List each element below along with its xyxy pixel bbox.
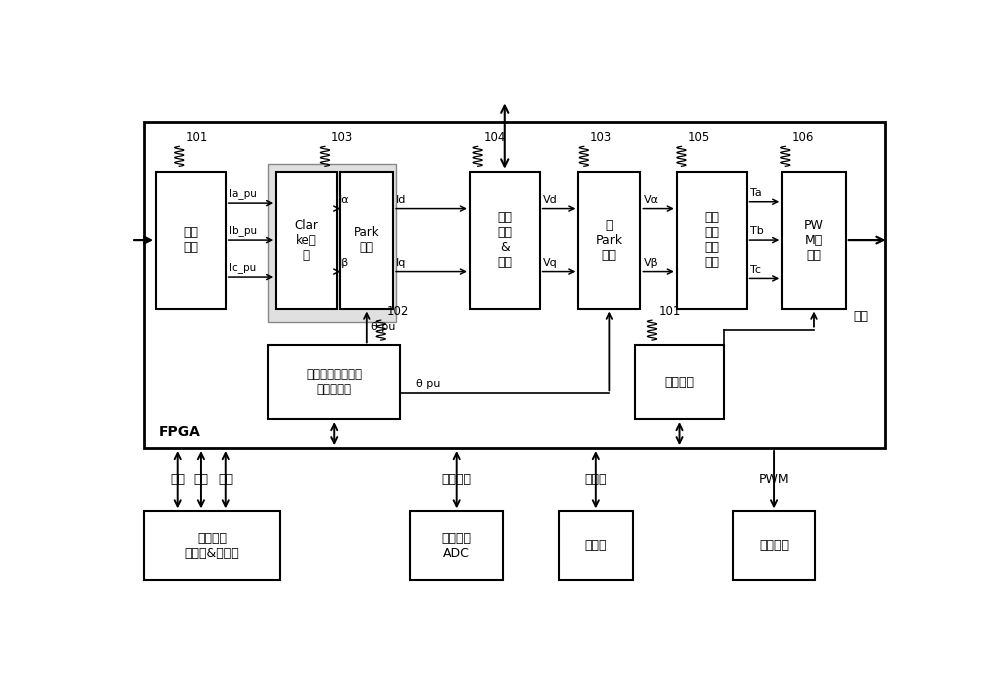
Bar [733,512,815,580]
Text: 103: 103 [590,131,612,144]
Text: 采样电流: 采样电流 [442,473,472,486]
Bar [268,163,396,321]
Text: FPGA: FPGA [158,425,200,438]
Text: 电流
采样: 电流 采样 [183,226,198,254]
Text: θ pu: θ pu [371,322,396,332]
Text: Ta: Ta [750,188,761,198]
Bar [268,345,400,419]
Text: Park
变换: Park 变换 [354,226,380,254]
Bar [677,172,747,308]
Text: Ic_pu: Ic_pu [229,263,256,274]
Text: Vα: Vα [643,195,658,205]
Bar [635,345,724,419]
Text: Clar
ke变
换: Clar ke变 换 [294,219,318,261]
Text: Ib_pu: Ib_pu [229,226,257,237]
Bar [340,172,393,308]
Text: Iα: Iα [339,195,350,205]
Text: Vd: Vd [543,195,557,205]
Text: 104: 104 [484,131,506,144]
Text: Iβ: Iβ [339,258,349,268]
Text: 105: 105 [688,131,710,144]
Bar [156,172,226,308]
Text: 102: 102 [387,305,409,318]
Text: 参数: 参数 [218,473,233,486]
Text: Ia_pu: Ia_pu [229,189,257,200]
Bar [276,172,337,308]
Text: Iq: Iq [396,258,407,268]
Text: 状态: 状态 [193,473,208,486]
Text: PW
M发
生器: PW M发 生器 [804,219,824,261]
Text: 使能: 使能 [854,310,868,323]
Text: 空间
矢量
脉宽
调制: 空间 矢量 脉宽 调制 [704,211,719,269]
Text: 编码器监测、解析
和位置反馈: 编码器监测、解析 和位置反馈 [306,368,362,396]
Text: 106: 106 [792,131,814,144]
Bar [144,512,280,580]
Text: PWM: PWM [759,473,789,486]
Text: 微处理器
速度环&位置环: 微处理器 速度环&位置环 [185,531,240,560]
Text: 功率器件: 功率器件 [759,539,789,552]
Text: θ pu: θ pu [416,379,440,389]
Text: Vβ: Vβ [643,258,658,268]
Bar [470,172,540,308]
Text: 反
Park
变换: 反 Park 变换 [596,219,623,261]
Bar [144,122,885,448]
Text: 数模转换
ADC: 数模转换 ADC [442,531,472,560]
Text: 指令: 指令 [170,473,185,486]
Text: Vq: Vq [543,258,557,268]
Text: 数据帧: 数据帧 [585,473,607,486]
Text: 101: 101 [658,305,681,318]
Bar [578,172,640,308]
Bar [410,512,503,580]
Text: Id: Id [396,195,407,205]
Bar [559,512,633,580]
Text: 101: 101 [185,131,208,144]
Text: Tc: Tc [750,265,761,275]
Text: 103: 103 [331,131,353,144]
Text: 电流
控制
&
补偿: 电流 控制 & 补偿 [497,211,512,269]
Bar [782,172,846,308]
Text: Tb: Tb [750,226,763,237]
Text: 过流保护: 过流保护 [665,376,695,389]
Text: 编码器: 编码器 [585,539,607,552]
